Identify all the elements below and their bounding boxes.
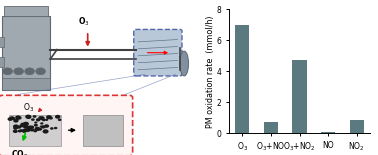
- Circle shape: [46, 115, 52, 119]
- Circle shape: [23, 122, 29, 126]
- Ellipse shape: [180, 51, 189, 76]
- Circle shape: [13, 119, 19, 123]
- Bar: [350, 120, 364, 133]
- Text: CO$_2$: CO$_2$: [11, 149, 28, 155]
- Circle shape: [15, 118, 19, 120]
- Circle shape: [50, 117, 53, 120]
- Circle shape: [48, 116, 53, 119]
- Circle shape: [15, 126, 19, 129]
- Circle shape: [22, 129, 27, 133]
- Bar: [9, 115, 61, 146]
- Circle shape: [27, 126, 32, 130]
- Circle shape: [33, 130, 37, 132]
- Circle shape: [55, 115, 60, 119]
- Circle shape: [33, 115, 36, 118]
- Bar: [5, 6, 48, 16]
- Circle shape: [19, 129, 23, 132]
- Circle shape: [23, 128, 28, 132]
- Circle shape: [40, 125, 43, 128]
- Circle shape: [23, 122, 29, 126]
- Bar: [235, 25, 249, 133]
- Circle shape: [23, 125, 28, 129]
- Circle shape: [10, 116, 14, 119]
- Circle shape: [40, 122, 43, 125]
- Bar: [0, 57, 5, 67]
- Circle shape: [20, 124, 25, 127]
- FancyBboxPatch shape: [2, 16, 50, 90]
- Circle shape: [17, 125, 22, 129]
- Circle shape: [31, 118, 35, 121]
- Circle shape: [13, 124, 19, 129]
- Circle shape: [38, 116, 42, 119]
- Circle shape: [14, 68, 23, 75]
- Circle shape: [40, 116, 44, 120]
- Circle shape: [39, 128, 42, 130]
- Circle shape: [34, 124, 37, 127]
- Circle shape: [34, 127, 40, 131]
- Circle shape: [30, 128, 34, 131]
- Bar: [2, 78, 50, 90]
- Text: O$_3$: O$_3$: [23, 101, 34, 114]
- Text: O$_3$: O$_3$: [77, 15, 89, 28]
- Circle shape: [17, 116, 22, 120]
- Circle shape: [20, 123, 25, 125]
- Circle shape: [43, 129, 49, 134]
- Circle shape: [36, 118, 40, 121]
- Circle shape: [42, 119, 46, 121]
- Bar: [0, 37, 5, 46]
- Circle shape: [44, 124, 49, 128]
- Circle shape: [50, 127, 54, 130]
- Circle shape: [58, 118, 62, 121]
- Circle shape: [45, 119, 48, 121]
- Circle shape: [25, 128, 31, 132]
- Circle shape: [13, 129, 18, 133]
- Circle shape: [10, 117, 15, 120]
- Circle shape: [13, 127, 18, 130]
- Circle shape: [41, 125, 46, 128]
- Circle shape: [34, 121, 37, 124]
- Bar: [264, 122, 278, 133]
- Circle shape: [25, 68, 34, 75]
- FancyBboxPatch shape: [0, 95, 133, 155]
- Circle shape: [35, 124, 38, 126]
- Circle shape: [15, 115, 21, 119]
- Circle shape: [3, 68, 12, 75]
- Circle shape: [29, 126, 34, 129]
- Bar: [83, 115, 123, 146]
- Circle shape: [36, 68, 45, 75]
- Circle shape: [18, 130, 22, 133]
- Circle shape: [26, 115, 31, 119]
- Circle shape: [8, 117, 13, 121]
- Bar: [293, 60, 307, 133]
- FancyBboxPatch shape: [134, 29, 182, 76]
- Circle shape: [39, 116, 45, 120]
- Circle shape: [25, 126, 30, 129]
- Circle shape: [38, 128, 42, 131]
- Circle shape: [25, 115, 31, 119]
- Y-axis label: PM oxidation rate  (mmol/h): PM oxidation rate (mmol/h): [206, 15, 215, 128]
- Bar: [321, 132, 335, 133]
- Circle shape: [54, 127, 57, 129]
